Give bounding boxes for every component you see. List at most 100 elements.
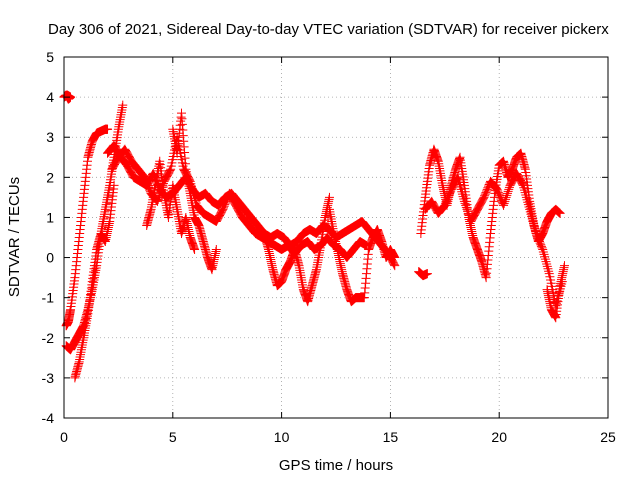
data-point [103,124,113,134]
data-point [122,148,132,158]
y-tick-label: 3 [46,129,54,145]
data-point [559,261,569,271]
data-point [139,172,149,182]
data-point [215,209,225,219]
data-point [217,207,227,217]
data-point [388,257,398,267]
data-point [467,214,477,224]
data-point [476,197,486,207]
data-point [120,144,130,154]
data-point [122,160,132,170]
data-point [516,176,526,186]
data-point [456,184,466,194]
data-point [126,168,136,178]
data-point [324,192,334,202]
series-segment-4 [70,180,119,383]
data-point [522,195,532,205]
y-tick-label: 4 [46,89,54,105]
data-point [226,192,236,202]
data-point [505,180,515,190]
x-tick-label: 0 [60,429,68,445]
data-point [463,206,473,216]
data-point [541,257,551,267]
data-point [109,159,119,169]
data-point [164,167,174,177]
data-point [461,200,471,210]
data-point [225,190,235,200]
data-point [528,216,538,226]
data-point [508,176,518,186]
data-point [539,249,549,259]
data-point [457,189,467,199]
data-point [470,208,480,218]
data-point [234,205,244,215]
data-point [164,168,174,178]
data-point [514,172,524,182]
data-point [448,182,458,192]
data-point [462,204,472,214]
series-segment-10 [324,204,400,307]
x-tick-label: 10 [274,429,290,445]
data-point [512,168,522,178]
data-point [474,202,484,212]
data-point [513,171,523,181]
data-point [429,200,439,210]
data-point [228,196,238,206]
data-point [453,172,463,182]
data-point [179,166,189,176]
y-tick-label: 5 [46,49,54,65]
data-point [458,192,468,202]
data-point [121,145,131,155]
x-tick-label: 20 [491,429,507,445]
data-point [555,208,565,218]
data-point [422,269,432,279]
data-point [538,247,548,257]
data-point [520,188,530,198]
data-point [390,261,400,271]
x-tick-label: 25 [600,429,616,445]
data-point [108,163,118,173]
data-point [162,170,172,180]
x-axis-label: GPS time / hours [279,457,393,474]
data-point [474,201,484,211]
plot-frame [63,56,609,419]
data-point [521,192,531,202]
data-point [124,164,134,174]
data-point [389,259,399,269]
data-point [540,254,550,264]
data-point [499,198,509,208]
data-point [123,150,133,160]
data-point [526,209,536,219]
data-point [538,245,548,255]
data-point [448,181,458,191]
data-point [231,200,241,210]
data-point [469,210,479,220]
data-point [190,245,200,255]
data-point [230,199,240,209]
data-point [517,178,527,188]
data-point [502,190,512,200]
data-point [527,212,537,222]
series-segment-7 [142,156,200,255]
data-point [459,196,469,206]
series-segment-8 [168,108,221,275]
y-tick-label: -4 [42,410,55,426]
data-point [430,202,440,212]
data-point [427,196,437,206]
data-point [234,206,244,216]
y-axis-label: SDTVAR / TECUs [6,177,23,297]
data-point [469,212,479,222]
data-point [232,203,242,213]
data-point [540,252,550,262]
data-point [454,177,464,187]
data-point [503,186,513,196]
data-point [461,202,471,212]
data-point [214,212,224,222]
data-point [519,183,529,193]
data-point [477,196,487,206]
data-point [454,175,464,185]
y-tick-label: -2 [42,330,55,346]
data-point [460,198,470,208]
data-point [125,165,135,175]
